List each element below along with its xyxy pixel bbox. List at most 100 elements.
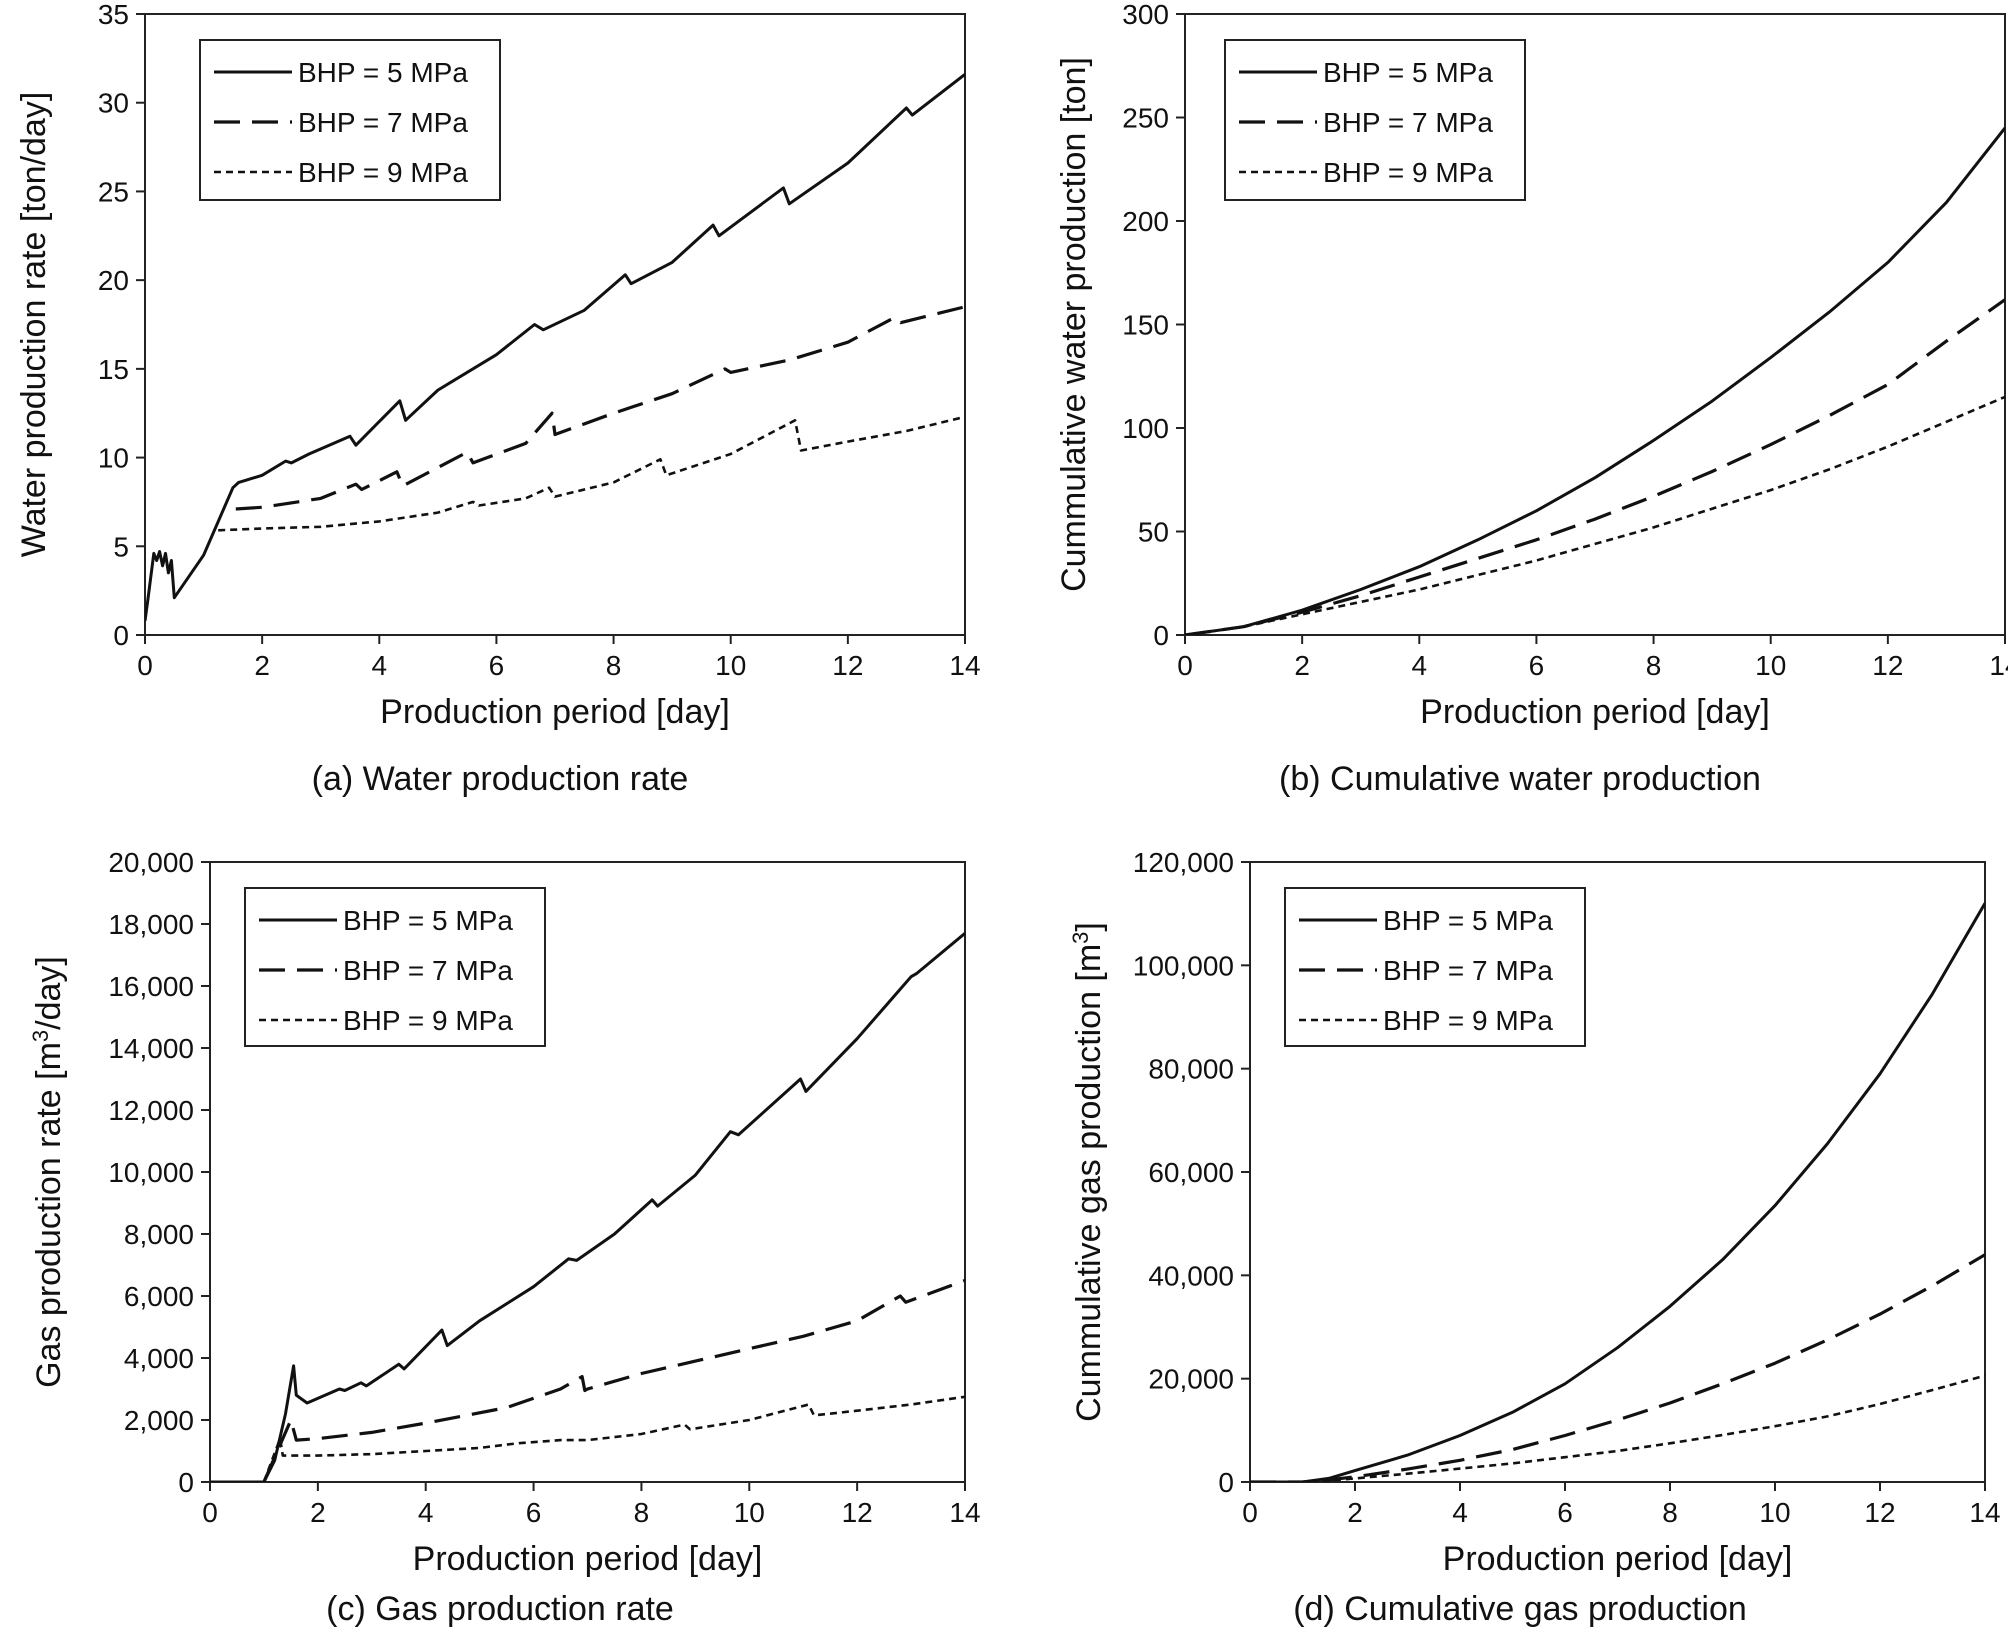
panel-cumulative-water: 0 50 100 150 200 250 300 0 2 4 6 8 10 12 14 Production … — [1020, 0, 2008, 798]
x-axis-label: Production period [day] — [413, 1540, 763, 1578]
y-tick-label: 10,000 — [108, 1157, 194, 1188]
y-tick-label: 15 — [98, 354, 129, 385]
chart-cumulative-water: 0 50 100 150 200 250 300 0 2 4 6 8 10 12 14 Production … — [1055, 0, 2008, 731]
x-tick-label: 0 — [137, 650, 153, 681]
panel-water-rate: 0 5 10 15 20 25 30 35 0 2 4 6 8 10 12 14 Production peri… — [0, 0, 1000, 798]
x-tick-label: 8 — [606, 650, 622, 681]
y-tick-label: 14,000 — [108, 1033, 194, 1064]
caption-cumulative-gas: (d) Cumulative gas production — [1293, 1590, 1747, 1628]
y-tick-label: 25 — [98, 176, 129, 207]
legend-label: BHP = 9 MPa — [1323, 157, 1493, 188]
caption-cumulative-water: (b) Cumulative water production — [1279, 760, 1761, 798]
y-tick-label: 16,000 — [108, 971, 194, 1002]
chart-cumulative-gas: 0 20,000 40,000 60,000 80,000 100,000 120,000 0… — [1068, 847, 2001, 1578]
x-tick-label: 12 — [832, 650, 863, 681]
legend-label: BHP = 7 MPa — [343, 955, 513, 986]
x-tick-label: 14 — [1989, 650, 2008, 681]
series-line-solid — [1250, 902, 1985, 1482]
x-tick-label: 8 — [634, 1497, 650, 1528]
y-tick-label: 10 — [98, 443, 129, 474]
legend-label: BHP = 5 MPa — [1323, 57, 1493, 88]
x-axis-label: Production period [day] — [380, 693, 730, 731]
y-tick-label: 0 — [178, 1467, 194, 1498]
y-tick-label: 200 — [1122, 206, 1169, 237]
y-tick-label: 20 — [98, 265, 129, 296]
x-tick-label: 2 — [1294, 650, 1310, 681]
panel-gas-rate: 0 2,000 4,000 6,000 8,000 10,000 12,000 14,000 1… — [0, 820, 1000, 1628]
series-line-dashed — [1185, 298, 2005, 635]
y-tick-label: 35 — [98, 0, 129, 30]
y-tick-label: 30 — [98, 88, 129, 119]
legend-label: BHP = 5 MPa — [343, 905, 513, 936]
y-tick-label: 6,000 — [124, 1281, 194, 1312]
x-tick-label: 0 — [1177, 650, 1193, 681]
x-tick-label: 10 — [1755, 650, 1786, 681]
x-tick-label: 4 — [1411, 650, 1427, 681]
caption-gas-rate: (c) Gas production rate — [326, 1590, 674, 1628]
x-tick-label: 10 — [1759, 1497, 1790, 1528]
legend-label: BHP = 9 MPa — [1383, 1005, 1553, 1036]
y-tick-label: 20,000 — [108, 847, 194, 878]
x-tick-label: 4 — [371, 650, 387, 681]
legend-label: BHP = 7 MPa — [1323, 107, 1493, 138]
y-tick-label: 300 — [1122, 0, 1169, 30]
y-tick-label: 100 — [1122, 413, 1169, 444]
x-tick-label: 6 — [1529, 650, 1545, 681]
y-tick-label: 0 — [1153, 620, 1169, 651]
panel-cumulative-gas: 0 20,000 40,000 60,000 80,000 100,000 120,000 0… — [1020, 820, 2008, 1628]
series-line-solid — [1185, 126, 2005, 635]
y-tick-label: 4,000 — [124, 1343, 194, 1374]
series-line-dotted — [1250, 1374, 1985, 1482]
x-tick-label: 2 — [1347, 1497, 1363, 1528]
x-tick-label: 14 — [1969, 1497, 2000, 1528]
chart-gas-rate: 0 2,000 4,000 6,000 8,000 10,000 12,000 14,000 1… — [28, 847, 981, 1578]
y-tick-label: 18,000 — [108, 909, 194, 940]
y-tick-label: 80,000 — [1148, 1054, 1234, 1085]
x-tick-label: 6 — [489, 650, 505, 681]
y-tick-label: 40,000 — [1148, 1260, 1234, 1291]
plot-area — [144, 13, 966, 636]
series-line-dashed — [235, 305, 965, 511]
y-axis-label: Gas production rate [m3/day] — [28, 956, 68, 1388]
y-tick-label: 120,000 — [1133, 847, 1234, 878]
x-tick-label: 14 — [949, 650, 980, 681]
legend-label: BHP = 5 MPa — [298, 57, 468, 88]
x-tick-label: 4 — [418, 1497, 434, 1528]
y-tick-label: 20,000 — [1148, 1364, 1234, 1395]
y-tick-label: 50 — [1138, 517, 1169, 548]
x-axis-label: Production period [day] — [1443, 1540, 1793, 1578]
x-tick-label: 12 — [842, 1497, 873, 1528]
caption-water-rate: (a) Water production rate — [311, 760, 689, 798]
x-tick-label: 12 — [1864, 1497, 1895, 1528]
x-tick-label: 6 — [1557, 1497, 1573, 1528]
legend-box — [199, 39, 501, 201]
y-tick-label: 60,000 — [1148, 1157, 1234, 1188]
y-axis-label: Water production rate [ton/day] — [15, 92, 53, 558]
x-tick-label: 8 — [1646, 650, 1662, 681]
x-tick-label: 10 — [734, 1497, 765, 1528]
legend-label: BHP = 5 MPa — [1383, 905, 1553, 936]
x-tick-label: 2 — [310, 1497, 326, 1528]
chart-water-rate: 0 5 10 15 20 25 30 35 0 2 4 6 8 10 12 14 Production peri… — [15, 0, 981, 731]
x-tick-label: 2 — [254, 650, 270, 681]
series-line-dashed — [262, 1278, 965, 1482]
x-tick-label: 14 — [949, 1497, 980, 1528]
legend-label: BHP = 7 MPa — [1383, 955, 1553, 986]
x-tick-label: 12 — [1872, 650, 1903, 681]
series-line-dashed — [1250, 1253, 1985, 1482]
x-tick-label: 0 — [202, 1497, 218, 1528]
legend-label: BHP = 7 MPa — [298, 107, 468, 138]
y-tick-label: 12,000 — [108, 1095, 194, 1126]
y-tick-label: 0 — [113, 620, 129, 651]
legend-label: BHP = 9 MPa — [298, 157, 468, 188]
y-tick-label: 8,000 — [124, 1219, 194, 1250]
legend-label: BHP = 9 MPa — [343, 1005, 513, 1036]
series-line-dotted — [262, 1395, 965, 1482]
y-tick-label: 5 — [113, 531, 129, 562]
y-tick-label: 2,000 — [124, 1405, 194, 1436]
x-tick-label: 0 — [1242, 1497, 1258, 1528]
y-tick-label: 250 — [1122, 103, 1169, 134]
x-axis-label: Production period [day] — [1420, 693, 1770, 731]
x-tick-label: 8 — [1662, 1497, 1678, 1528]
series-line-solid — [145, 73, 965, 622]
